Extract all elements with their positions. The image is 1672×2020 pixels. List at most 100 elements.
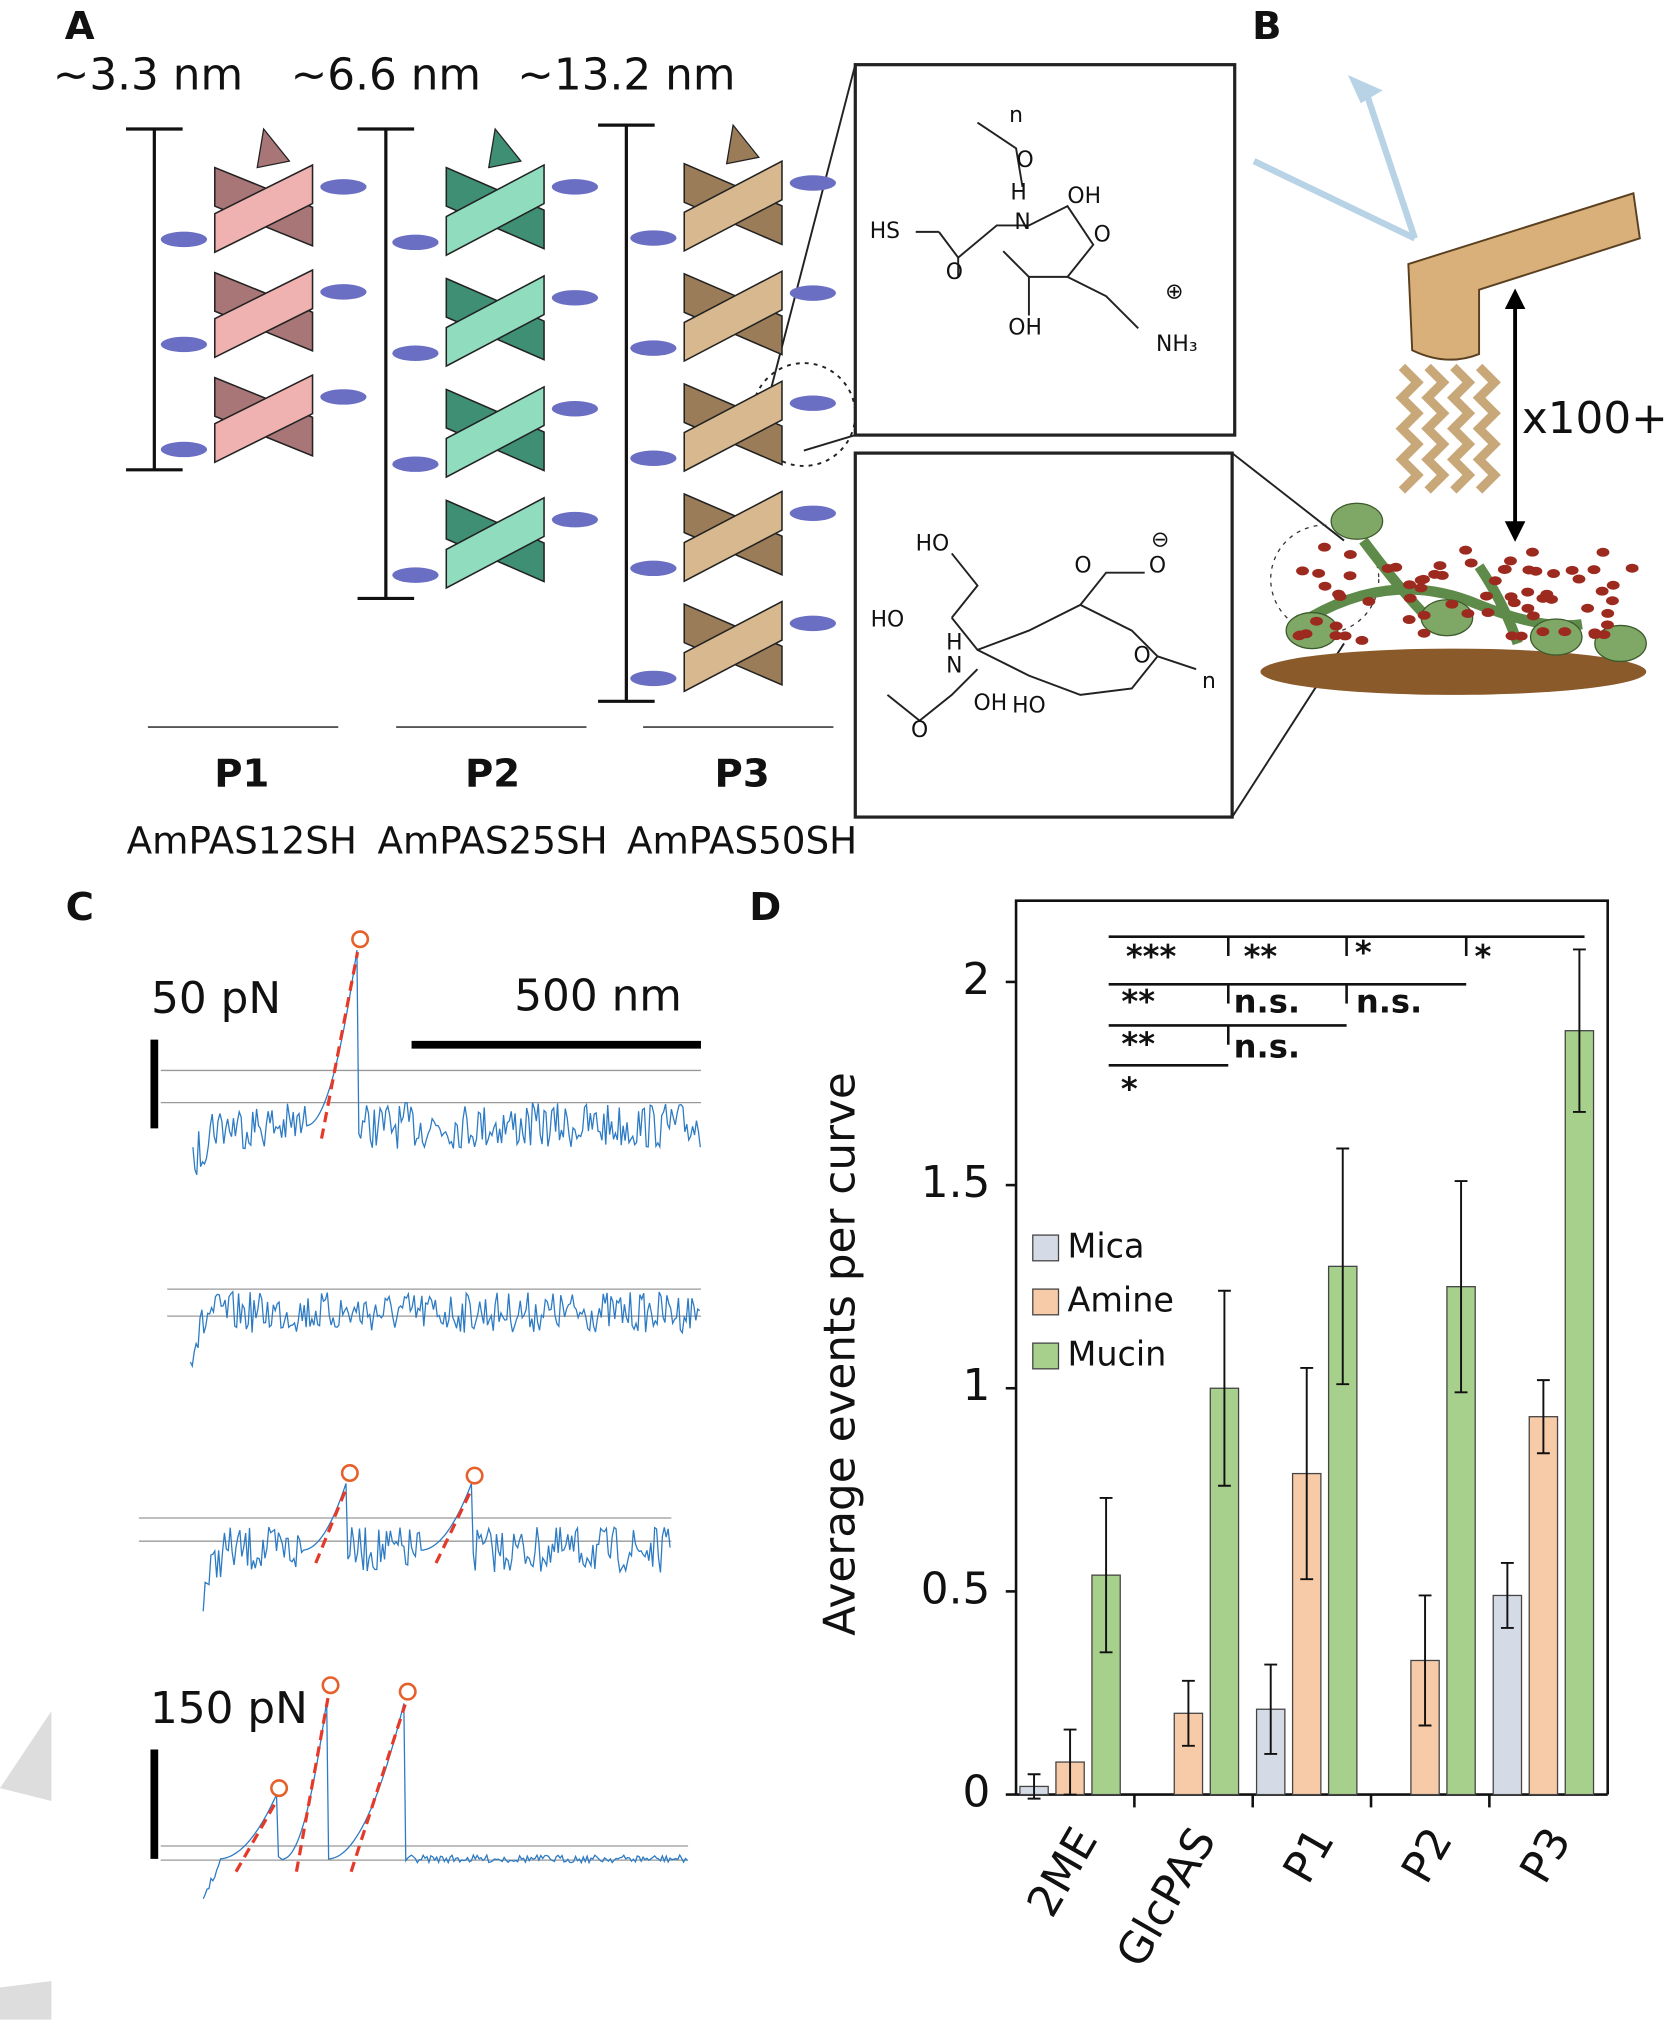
force-trace xyxy=(189,1290,701,1369)
fit-line xyxy=(314,1485,349,1564)
glycan xyxy=(1606,580,1620,590)
rupture-marker xyxy=(351,930,370,949)
x-tick-label: GlcPAS xyxy=(1107,1819,1227,1976)
chem-label: n xyxy=(1202,669,1216,694)
chem-label: O xyxy=(1149,553,1166,578)
glycan xyxy=(1504,556,1517,566)
glycan xyxy=(1588,630,1602,640)
y-tick-label: 0 xyxy=(963,1767,991,1818)
x-tick-label: 2ME xyxy=(1017,1819,1108,1925)
substrate xyxy=(1260,648,1647,695)
error-bar xyxy=(1300,1366,1314,1581)
glycan xyxy=(1402,615,1416,625)
glycan xyxy=(1329,621,1343,631)
polymer-chain xyxy=(1446,363,1476,494)
x-tick-label: P2 xyxy=(1392,1819,1463,1891)
length-label: ~3.3 nm xyxy=(53,50,243,101)
laser-beam xyxy=(1360,82,1418,240)
force-trace xyxy=(202,1700,688,1899)
force-scale: 50 pN xyxy=(151,973,281,1024)
compound-name: AmPAS50SH xyxy=(627,818,857,862)
glycan xyxy=(1514,631,1528,641)
connector xyxy=(770,64,857,387)
side-chain xyxy=(630,560,677,577)
error-bar xyxy=(1336,1147,1350,1386)
glycan xyxy=(1459,545,1473,555)
force-trace xyxy=(202,1483,671,1612)
legend-swatch xyxy=(1032,1234,1060,1262)
helix-front xyxy=(445,496,545,590)
mucin-domain xyxy=(1330,502,1384,540)
chem-label: NH₃ xyxy=(1156,332,1198,357)
side-chain xyxy=(320,284,367,300)
y-tick-label: 2 xyxy=(963,954,991,1005)
panel-a-static xyxy=(751,63,1345,819)
glycan xyxy=(1417,628,1431,638)
side-chain xyxy=(630,450,677,466)
helix-front xyxy=(683,159,783,253)
significance: *** xyxy=(1126,938,1177,976)
rupture-marker xyxy=(465,1466,484,1485)
side-chain xyxy=(789,175,836,191)
rupture-marker xyxy=(340,1464,359,1483)
glycan xyxy=(1536,627,1550,637)
helix-front xyxy=(214,373,314,464)
chem-label: OH xyxy=(1067,184,1101,209)
legend-swatch xyxy=(1032,1288,1060,1316)
glycan xyxy=(1521,587,1535,597)
error-bar xyxy=(1217,1289,1231,1487)
force-scale: 150 pN xyxy=(150,1683,308,1734)
axis-frame xyxy=(1014,899,1609,1795)
connector xyxy=(1231,452,1345,542)
y-tick-label: 0.5 xyxy=(921,1563,991,1614)
glycan xyxy=(1296,566,1309,576)
force-trace xyxy=(192,950,701,1175)
bar xyxy=(1564,1030,1595,1796)
helix-front xyxy=(445,385,545,479)
helix-tip xyxy=(487,127,523,169)
glycan xyxy=(1433,561,1447,571)
panel-label: C xyxy=(66,885,94,930)
laser-beam xyxy=(1252,158,1417,242)
glycan xyxy=(1329,631,1343,641)
glycan xyxy=(1414,583,1428,593)
bar xyxy=(1327,1265,1358,1796)
y-tick-label: 1 xyxy=(963,1360,991,1411)
side-chain xyxy=(551,179,599,195)
glycan xyxy=(1461,608,1475,618)
glycan xyxy=(1417,610,1431,620)
significance: n.s. xyxy=(1234,983,1300,1021)
helix-tip xyxy=(725,123,760,165)
chem-label: O xyxy=(1094,223,1111,248)
rupture-marker xyxy=(270,1779,289,1798)
glycan xyxy=(1595,586,1609,596)
chem-box xyxy=(853,451,1234,819)
side-chain xyxy=(789,395,836,411)
content: A B C D ~3.3 nm P1 AmPAS12SH ~6.6 nm P2 AmPAS25SH… xyxy=(53,4,1668,1976)
significance: ** xyxy=(1121,983,1155,1021)
bar xyxy=(1528,1416,1559,1796)
glycan xyxy=(1596,547,1610,557)
side-chain xyxy=(392,567,439,583)
legend-swatch xyxy=(1032,1342,1060,1370)
glycan xyxy=(1581,603,1595,613)
glycan xyxy=(1343,571,1357,581)
glycan xyxy=(1540,589,1554,599)
glycan xyxy=(1414,575,1428,585)
mucin-domain xyxy=(1285,611,1339,650)
chem-label: O xyxy=(1016,148,1033,173)
chem-skeleton xyxy=(886,552,1197,722)
glycan xyxy=(1355,635,1369,645)
length-scale: 500 nm xyxy=(514,970,682,1021)
chem-label: ⊕ xyxy=(1165,279,1183,304)
chem-label: H xyxy=(1010,180,1026,205)
glycan xyxy=(1343,549,1357,559)
polymer-chain xyxy=(1421,363,1450,494)
x-tick-label: P1 xyxy=(1273,1819,1344,1891)
fit-line xyxy=(349,1704,407,1873)
side-chain xyxy=(551,290,599,306)
error-bar xyxy=(1454,1180,1468,1394)
error-bar xyxy=(1418,1594,1432,1727)
error-bar xyxy=(1063,1728,1077,1796)
glycan xyxy=(1312,568,1326,578)
